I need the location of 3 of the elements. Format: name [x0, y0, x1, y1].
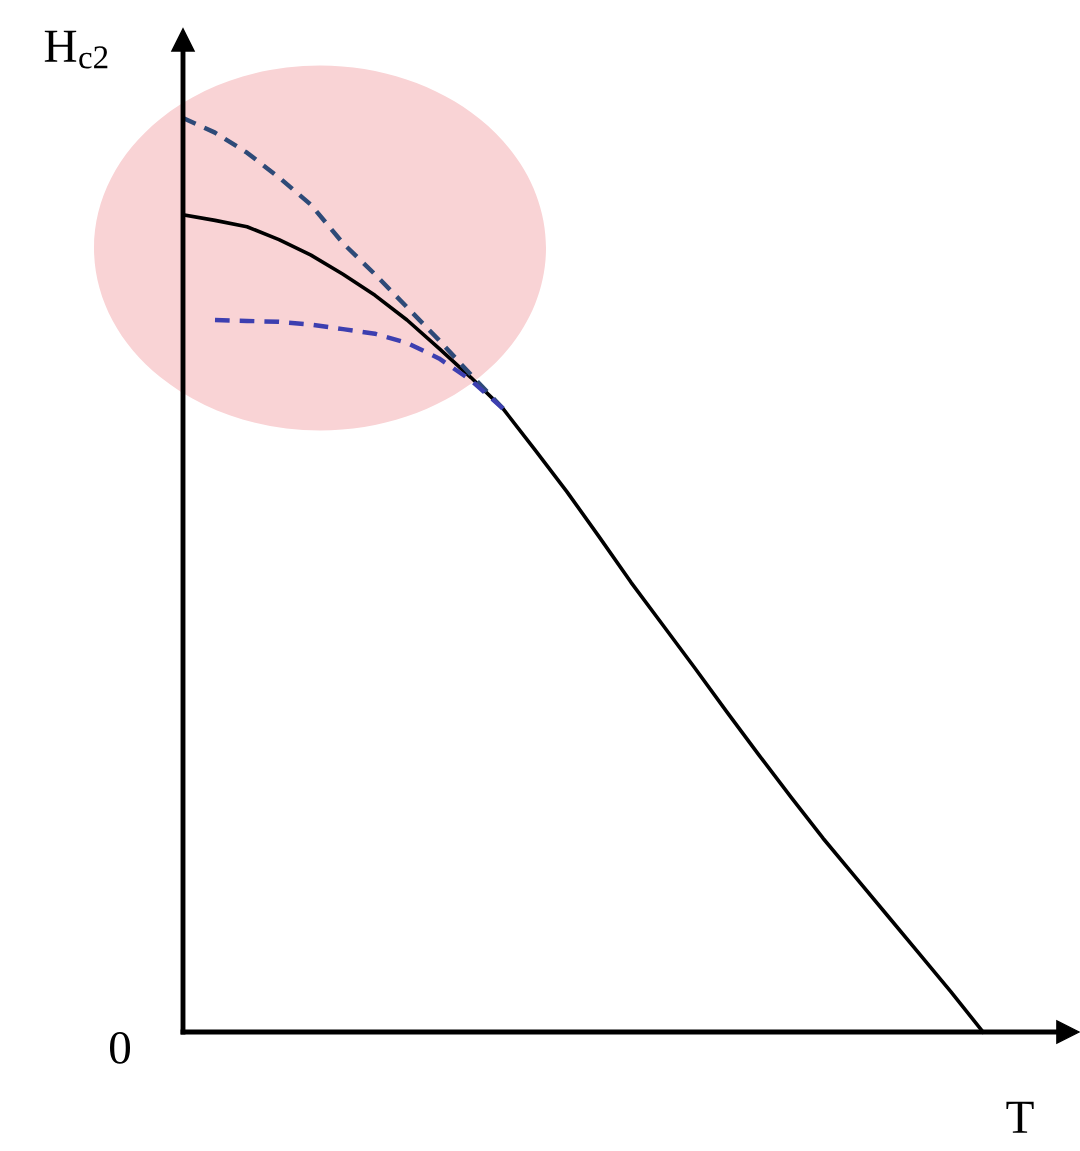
x-axis-title: T	[1006, 1101, 1034, 1133]
text: 0	[109, 1031, 131, 1064]
y-axis-title: H$_{c2}$	[44, 30, 108, 69]
